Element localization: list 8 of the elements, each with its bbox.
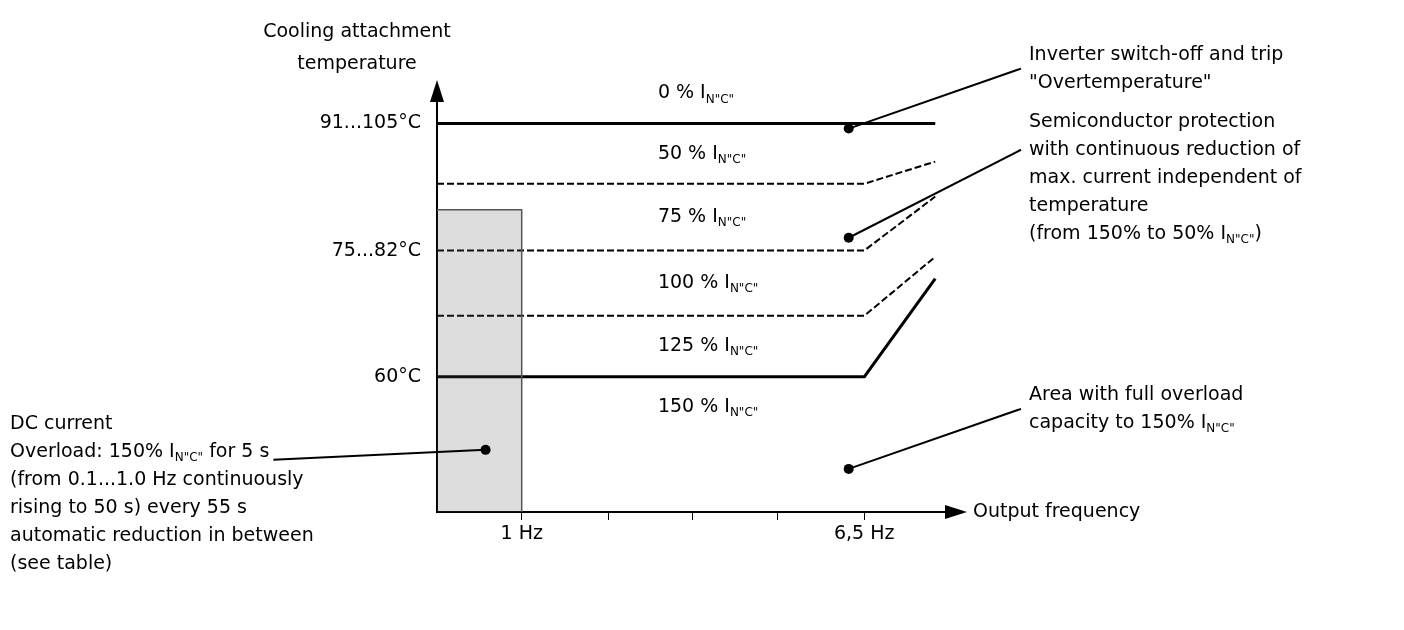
annotation: 60°C <box>374 363 422 386</box>
annotation: 75...82°C <box>331 237 422 260</box>
x-tick-label: 6,5 Hz <box>833 521 895 544</box>
annotation: Inverter switch-off and trip "Overtemperature" <box>1029 41 1284 92</box>
y-axis-title: Cooling attachment temperature <box>263 18 451 73</box>
annotation: 91...105°C <box>319 110 421 133</box>
x-tick-label: 1 Hz <box>500 521 543 544</box>
x-axis-title: Output frequency <box>973 498 1141 521</box>
